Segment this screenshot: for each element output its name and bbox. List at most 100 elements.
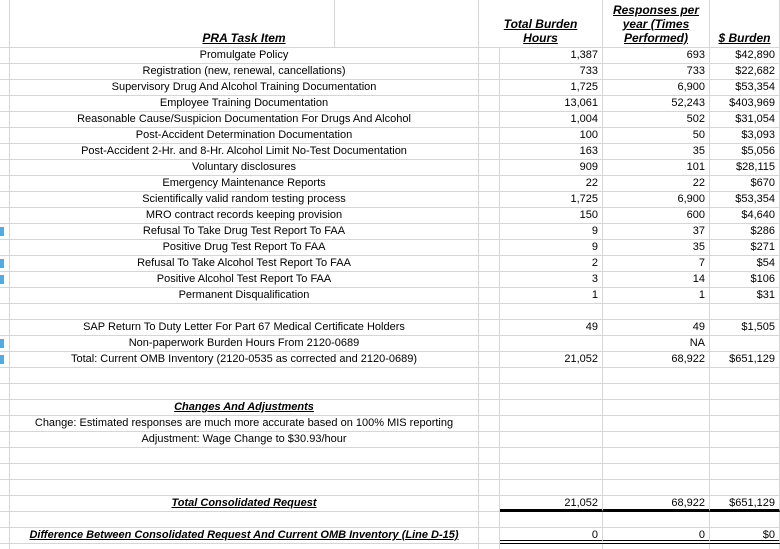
cell-responses-per-year[interactable]: 14 [603, 272, 710, 288]
cell-gap[interactable] [479, 128, 500, 144]
cell-task-item[interactable]: Post-Accident Determination Documentatio… [10, 128, 479, 144]
cell-task-item[interactable]: Reasonable Cause/Suspicion Documentation… [10, 112, 479, 128]
cell-total-burden-hours[interactable]: 3 [500, 272, 603, 288]
cell-responses-per-year[interactable]: 693 [603, 48, 710, 64]
cell-left-margin[interactable] [0, 256, 10, 272]
cell-total-burden-hours[interactable]: 9 [500, 224, 603, 240]
cell-total-burden-hours[interactable]: 2 [500, 256, 603, 272]
cell-dollar-burden[interactable]: $0 [710, 528, 780, 544]
cell-gap[interactable] [479, 224, 500, 240]
cell-left-margin[interactable] [0, 416, 10, 432]
cell-task-item[interactable] [10, 304, 479, 320]
cell-task-item[interactable] [10, 512, 479, 528]
cell-gap[interactable] [479, 64, 500, 80]
cell-gap[interactable] [479, 144, 500, 160]
cell-dollar-burden[interactable]: $651,129 [710, 352, 780, 368]
cell-left-margin[interactable] [0, 80, 10, 96]
cell-gap[interactable] [479, 528, 500, 544]
cell-gap[interactable] [479, 544, 500, 549]
cell-task-item[interactable]: MRO contract records keeping provision [10, 208, 479, 224]
cell-total-burden-hours[interactable]: 21,052 [500, 496, 603, 512]
cell-dollar-burden[interactable] [710, 512, 780, 528]
cell-gap[interactable] [479, 432, 500, 448]
cell-task-item[interactable] [10, 480, 479, 496]
cell-responses-per-year[interactable]: 49 [603, 320, 710, 336]
cell-gap[interactable] [479, 208, 500, 224]
cell-dollar-burden[interactable]: $42,890 [710, 48, 780, 64]
cell-dollar-burden[interactable] [710, 384, 780, 400]
cell-responses-per-year[interactable]: 7 [603, 256, 710, 272]
cell-left-margin[interactable] [0, 64, 10, 80]
cell-left-margin[interactable] [0, 480, 10, 496]
cell-task-item[interactable]: Total: Current OMB Inventory (2120-0535 … [10, 352, 479, 368]
cell-gap[interactable] [479, 512, 500, 528]
cell-total-burden-hours[interactable] [500, 336, 603, 352]
cell-gap[interactable] [479, 448, 500, 464]
cell-left-margin[interactable] [0, 288, 10, 304]
cell-responses-per-year[interactable] [603, 384, 710, 400]
cell-gap[interactable] [479, 80, 500, 96]
cell-dollar-burden[interactable]: $4,640 [710, 208, 780, 224]
cell-task-item[interactable] [10, 384, 479, 400]
cell-dollar-burden[interactable] [710, 544, 780, 549]
cell-gap[interactable] [479, 496, 500, 512]
cell-task-item[interactable]: Post-Accident 2-Hr. and 8-Hr. Alcohol Li… [10, 144, 479, 160]
cell-dollar-burden[interactable] [710, 336, 780, 352]
cell-left-margin[interactable] [0, 496, 10, 512]
note-change[interactable]: Change: Estimated responses are much mor… [10, 416, 479, 432]
cell-task-item[interactable]: Refusal To Take Alcohol Test Report To F… [10, 256, 479, 272]
cell-dollar-burden[interactable]: $106 [710, 272, 780, 288]
cell-dollar-burden[interactable]: $53,354 [710, 80, 780, 96]
cell-dollar-burden[interactable]: $286 [710, 224, 780, 240]
cell-left-margin[interactable] [0, 384, 10, 400]
cell-responses-per-year[interactable]: 52,243 [603, 96, 710, 112]
cell-gap[interactable] [479, 160, 500, 176]
cell-total-burden-hours[interactable] [500, 512, 603, 528]
cell-task-item[interactable]: Voluntary disclosures [10, 160, 479, 176]
cell-gap[interactable] [479, 96, 500, 112]
cell-total-burden-hours[interactable]: 0 [500, 528, 603, 544]
cell-dollar-burden[interactable]: $54 [710, 256, 780, 272]
cell-left-margin[interactable] [0, 224, 10, 240]
cell-task-item[interactable]: SAP Return To Duty Letter For Part 67 Me… [10, 320, 479, 336]
cell-dollar-burden[interactable]: $403,969 [710, 96, 780, 112]
header-cell-dollar-burden[interactable]: $ Burden [710, 0, 780, 48]
cell-total-burden-hours[interactable]: 21,052 [500, 352, 603, 368]
cell-total-burden-hours[interactable]: 733 [500, 64, 603, 80]
cell-responses-per-year[interactable]: 6,900 [603, 80, 710, 96]
cell-dollar-burden[interactable] [710, 432, 780, 448]
cell-gap[interactable] [479, 368, 500, 384]
cell-dollar-burden[interactable]: $1,505 [710, 320, 780, 336]
cell-task-item[interactable]: Positive Alcohol Test Report To FAA [10, 272, 479, 288]
cell-total-burden-hours[interactable]: 150 [500, 208, 603, 224]
cell-dollar-burden[interactable] [710, 480, 780, 496]
cell-task-item[interactable]: Refusal To Take Drug Test Report To FAA [10, 224, 479, 240]
cell-gap[interactable] [479, 400, 500, 416]
cell-dollar-burden[interactable]: $670 [710, 176, 780, 192]
cell-responses-per-year[interactable]: 733 [603, 64, 710, 80]
cell-responses-per-year[interactable]: 37 [603, 224, 710, 240]
cell-total-burden-hours[interactable]: 1,725 [500, 80, 603, 96]
cell-task-item[interactable] [10, 544, 479, 549]
cell-left-margin[interactable] [0, 112, 10, 128]
cell-responses-per-year[interactable] [603, 480, 710, 496]
cell-task-item[interactable] [10, 448, 479, 464]
cell-dollar-burden[interactable]: $31 [710, 288, 780, 304]
cell-left-margin[interactable] [0, 464, 10, 480]
cell-left-margin[interactable] [0, 528, 10, 544]
cell-responses-per-year[interactable]: 35 [603, 144, 710, 160]
cell-total-burden-hours[interactable] [500, 304, 603, 320]
cell-total-burden-hours[interactable]: 1,004 [500, 112, 603, 128]
cell-gap[interactable] [479, 288, 500, 304]
cell-gap[interactable] [479, 304, 500, 320]
cell-gap[interactable] [479, 176, 500, 192]
cell-dollar-burden[interactable] [710, 448, 780, 464]
cell-responses-per-year[interactable]: 101 [603, 160, 710, 176]
cell-responses-per-year[interactable] [603, 448, 710, 464]
cell-left-margin[interactable] [0, 160, 10, 176]
cell-total-burden-hours[interactable]: 13,061 [500, 96, 603, 112]
cell-task-item[interactable]: Employee Training Documentation [10, 96, 479, 112]
cell-gap[interactable] [479, 48, 500, 64]
cell-left-margin[interactable] [0, 448, 10, 464]
cell-gap[interactable] [479, 256, 500, 272]
